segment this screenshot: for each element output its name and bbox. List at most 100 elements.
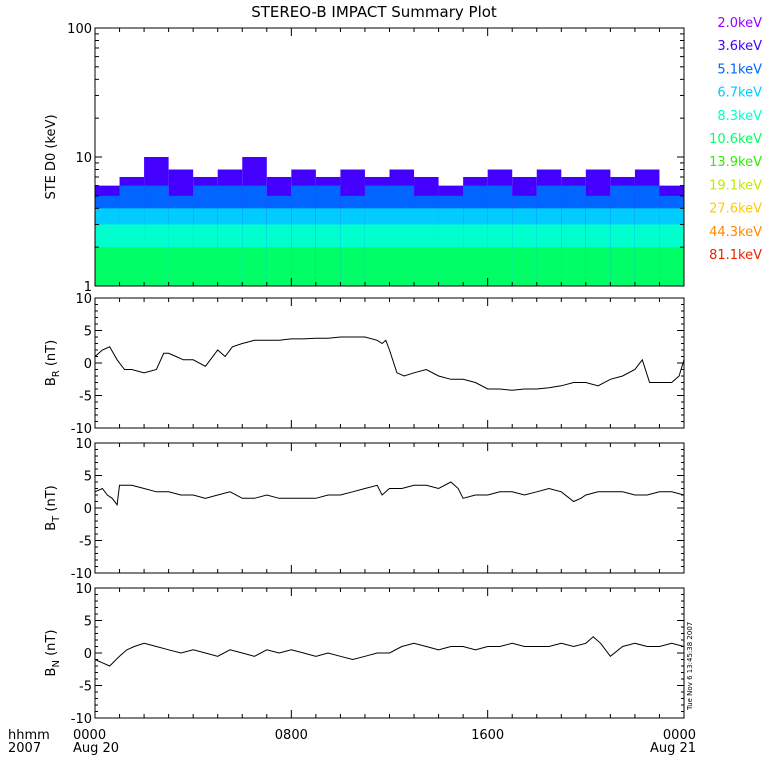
spectrum-level-bar	[389, 247, 415, 286]
spectrum-bin	[144, 157, 169, 286]
time-tick-date: Aug 21	[650, 741, 696, 756]
y-tick-label: 0	[84, 357, 92, 372]
y-tick-label: 1	[84, 280, 92, 295]
legend-entry: 3.6keV	[717, 39, 762, 54]
y-axis-label-subscript: R	[51, 370, 62, 377]
legend-entry: 10.6keV	[709, 132, 762, 147]
legend-entry: 44.3keV	[709, 225, 762, 240]
y-tick-label: 5	[84, 325, 92, 340]
spectrum-level-bar	[119, 247, 145, 286]
trace-br	[94, 336, 685, 391]
spectrum-level-bar	[414, 247, 439, 286]
time-tick-date: Aug 20	[73, 741, 119, 756]
y-axis-label-unit: (nT)	[44, 340, 59, 370]
spectrum-level-bar	[634, 247, 660, 286]
spectrum-bin	[463, 176, 488, 286]
legend-entry: 19.1keV	[709, 178, 762, 193]
legend-entry: 8.3keV	[717, 109, 762, 124]
spectrum-level-bar	[438, 247, 464, 286]
spectrum-level-bar	[291, 247, 316, 286]
spectrum-bin	[561, 176, 586, 286]
trace-bt	[94, 481, 685, 507]
y-tick-label: -5	[79, 390, 92, 405]
y-axis-label-subscript: N	[51, 660, 62, 667]
spectrum-level-bar	[95, 247, 120, 286]
spectrum-bin	[242, 157, 267, 286]
spectrum-bin	[364, 176, 390, 286]
spectrum-level-bar	[512, 247, 537, 286]
spectrum-level-bar	[168, 247, 194, 286]
y-axis-label-subscript: T	[51, 515, 62, 523]
spectrum-bin	[487, 169, 513, 286]
spectrum-level-bar	[144, 247, 169, 286]
panel-ste-d0: 1 10 100 STE D0 (keV)	[44, 22, 685, 295]
spectrum-bin	[193, 176, 218, 286]
legend-entry: 81.1keV	[709, 248, 762, 263]
spectrum-bin	[315, 176, 341, 286]
y-tick-label: -10	[71, 567, 92, 582]
spectrum-level-bar	[463, 247, 488, 286]
time-label-top: hhmm	[8, 728, 50, 743]
y-axis-label-unit: (nT)	[44, 485, 59, 515]
legend-entry: 6.7keV	[717, 86, 762, 101]
spectrum-bin	[512, 176, 537, 286]
spectrum-bin	[634, 169, 660, 286]
energy-legend: 2.0keV 3.6keV 5.1keV 6.7keV 8.3keV 10.6keV 13.…	[709, 16, 762, 263]
spectrum-level-bar	[340, 247, 365, 286]
spectrum-bin	[389, 169, 415, 286]
spectrum-bin	[217, 169, 243, 286]
spectrum-level-bar	[217, 247, 243, 286]
spectrum-level-bar	[193, 247, 218, 286]
y-tick-label: 10	[75, 437, 92, 452]
spectrum-level-bar	[561, 247, 586, 286]
y-tick-label: 5	[84, 615, 92, 630]
spectrum-bin	[438, 185, 464, 286]
y-tick-label: 5	[84, 470, 92, 485]
spectrum-bin	[95, 185, 120, 286]
y-tick-label: -5	[79, 680, 92, 695]
time-tick-label: 0800	[275, 728, 308, 743]
spectrum-bin	[536, 169, 562, 286]
y-tick-label: 10	[75, 292, 92, 307]
spectrum-level-bar	[659, 247, 684, 286]
legend-entry: 5.1keV	[717, 62, 762, 77]
spectrum-level-bar	[585, 247, 611, 286]
legend-entry: 2.0keV	[717, 16, 762, 31]
spectrum-level-bar	[536, 247, 562, 286]
spectrum-level-bar	[315, 247, 341, 286]
spectrum-bin	[585, 169, 611, 286]
time-tick-label: 0000	[663, 728, 696, 743]
y-tick-label: 10	[75, 582, 92, 597]
legend-entry: 13.9keV	[709, 155, 762, 170]
time-label-bottom: 2007	[8, 741, 41, 756]
y-axis-label-unit: (nT)	[44, 630, 59, 660]
spectrum-level-bar	[610, 247, 635, 286]
y-tick-label: 100	[67, 22, 92, 37]
spectrum-bin	[610, 176, 635, 286]
spectrum-level-bar	[266, 247, 292, 286]
spectrum-bin	[340, 169, 365, 286]
y-tick-label: 0	[84, 502, 92, 517]
trace-bn	[94, 636, 685, 667]
y-axis-label: STE D0 (keV)	[44, 114, 59, 199]
spectrum-level-bar	[487, 247, 513, 286]
spectrum-bin	[168, 169, 194, 286]
spectrum-level-bar	[364, 247, 390, 286]
y-tick-label: -10	[71, 712, 92, 727]
plot-title: STEREO-B IMPACT Summary Plot	[251, 3, 497, 21]
spectrum-bin	[266, 176, 292, 286]
y-tick-label: -5	[79, 535, 92, 550]
time-tick-label: 0000	[73, 728, 106, 743]
spectrum-level-bar	[242, 247, 267, 286]
spectrum-bin	[659, 185, 684, 286]
y-tick-label: 0	[84, 647, 92, 662]
y-tick-label: -10	[71, 422, 92, 437]
spectrum-bin	[414, 176, 439, 286]
creation-timestamp: Tue Nov 6 13:45:38 2007	[686, 622, 694, 711]
spectrum-bin	[119, 176, 145, 286]
